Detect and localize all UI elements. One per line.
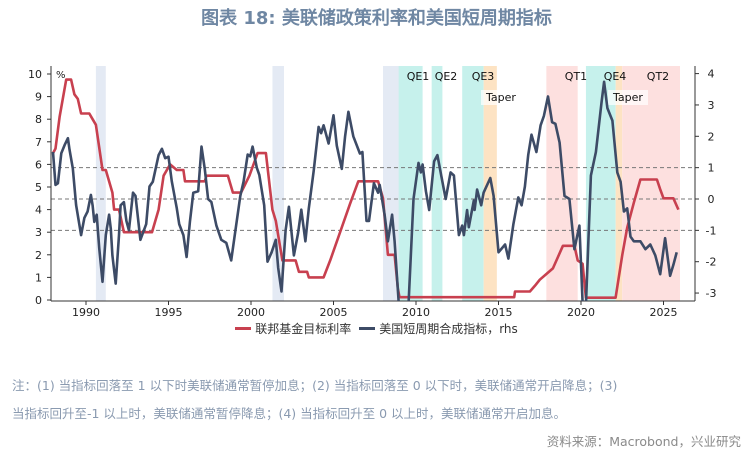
left-tick-label: 7	[35, 136, 42, 149]
right-tick-label: -3	[706, 287, 717, 300]
period-label-qe4-8: QE4	[604, 70, 627, 83]
right-tick-label: -2	[706, 256, 717, 269]
right-tick-label: 2	[708, 130, 715, 143]
left-tick-label: 3	[35, 226, 42, 239]
x-tick-label: 2005	[320, 306, 348, 319]
right-tick-label: 1	[708, 162, 715, 175]
shaded-recession	[272, 66, 284, 301]
legend-swatch-fed-rate	[235, 327, 252, 330]
left-tick-label: 5	[35, 181, 42, 194]
x-tick-label: 2010	[402, 306, 430, 319]
x-tick-label: 1990	[72, 306, 100, 319]
period-label-taper-6: Taper	[485, 91, 516, 104]
x-tick-label: 1995	[155, 306, 183, 319]
left-tick-label: 9	[35, 91, 42, 104]
period-label-qt1-7: QT1	[565, 70, 587, 83]
right-tick-label: 3	[708, 99, 715, 112]
shaded-taper-taper	[615, 66, 623, 301]
left-tick-label: 4	[35, 204, 42, 217]
legend-label-fed-rate: 联邦基金目标利率	[255, 322, 352, 336]
shaded-recession	[95, 66, 106, 301]
taper-label-bg	[481, 90, 521, 105]
taper-label-bg	[608, 90, 648, 105]
period-label-taper-9: Taper	[612, 91, 643, 104]
shaded-qt-qt2	[622, 66, 680, 301]
shaded-qt-qt1	[546, 66, 578, 301]
series-line-fed-rate	[51, 78, 680, 300]
left-tick-label: 10	[28, 68, 42, 81]
note-line-2: 当指标回升至-1 以上时，美联储通常暂停降息；(4) 当指标回升至 0 以上时，…	[12, 406, 567, 421]
chart-title: 图表 18: 美联储政策利率和美国短周期指标	[201, 8, 552, 29]
left-tick-label: 0	[35, 294, 42, 307]
right-tick-label: 4	[708, 68, 715, 81]
left-tick-label: 6	[35, 158, 42, 171]
series-line-index	[51, 80, 678, 301]
x-tick-label: 2020	[567, 306, 595, 319]
left-tick-label: 2	[35, 249, 42, 262]
shaded-qe-qe1	[398, 66, 423, 301]
x-tick-label: 2015	[485, 306, 513, 319]
x-tick-label: 2025	[650, 306, 678, 319]
legend-swatch-index	[359, 327, 376, 330]
legend: 联邦基金目标利率 美国短周期合成指标，rhs	[0, 320, 753, 337]
right-tick-label: 0	[708, 193, 715, 206]
left-tick-label: 1	[35, 271, 42, 284]
period-label-qt2-10: QT2	[647, 70, 669, 83]
shaded-qe-qe2	[431, 66, 443, 301]
legend-item-index: 美国短周期合成指标，rhs	[359, 320, 518, 337]
left-axis-unit: %	[56, 70, 66, 81]
note-line-1: 注：(1) 当指标回落至 1 以下时美联储通常暂停加息；(2) 当指标回落至 0…	[12, 378, 618, 393]
left-tick-label: 8	[35, 113, 42, 126]
period-label-qe3-5: QE3	[472, 70, 495, 83]
source-text: 资料来源：Macrobond，兴业研究	[546, 434, 741, 449]
series-group	[51, 78, 680, 301]
legend-item-fed-rate: 联邦基金目标利率	[235, 320, 351, 337]
shaded-qe-qe3	[462, 66, 484, 301]
right-tick-label: -1	[706, 224, 717, 237]
period-label-qe2-4: QE2	[435, 70, 458, 83]
period-label-qe1-3: QE1	[407, 70, 430, 83]
legend-label-index: 美国短周期合成指标，rhs	[379, 322, 518, 336]
x-tick-label: 2000	[237, 306, 265, 319]
